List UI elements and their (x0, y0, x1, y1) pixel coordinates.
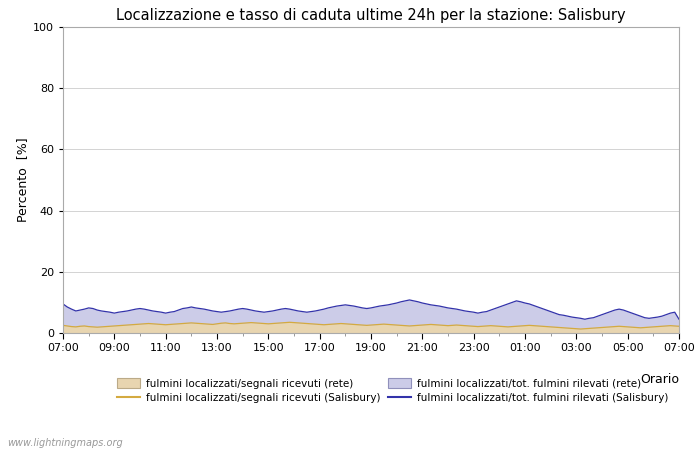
Text: Orario: Orario (640, 373, 679, 386)
Title: Localizzazione e tasso di caduta ultime 24h per la stazione: Salisbury: Localizzazione e tasso di caduta ultime … (116, 8, 626, 23)
Legend: fulmini localizzati/segnali ricevuti (rete), fulmini localizzati/segnali ricevut: fulmini localizzati/segnali ricevuti (re… (118, 378, 668, 403)
Text: www.lightningmaps.org: www.lightningmaps.org (7, 438, 122, 448)
Y-axis label: Percento  [%]: Percento [%] (16, 138, 29, 222)
